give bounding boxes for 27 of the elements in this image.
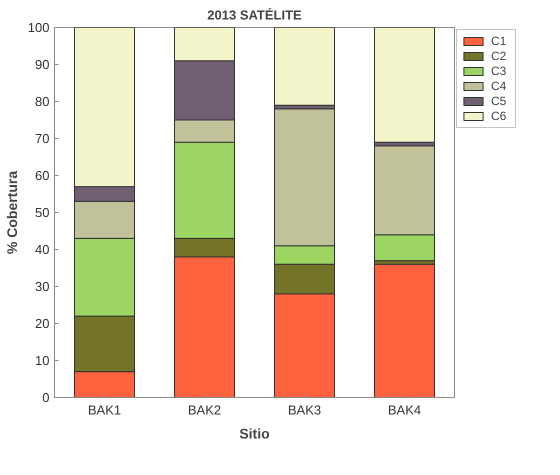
legend-label: C2 xyxy=(491,49,508,63)
bar xyxy=(374,28,435,143)
x-tick-label: BAK4 xyxy=(388,402,422,418)
legend-label: C5 xyxy=(491,94,508,108)
legend-label: C3 xyxy=(491,64,508,78)
x-tick-label: BAK2 xyxy=(188,402,222,418)
x-tick-label: BAK1 xyxy=(88,402,122,418)
bar xyxy=(374,264,435,398)
x-axis-title: Sitio xyxy=(239,426,270,442)
y-axis-title: % Cobertura xyxy=(4,170,20,254)
y-tick-label: 90 xyxy=(35,57,50,72)
y-tick-label: 70 xyxy=(35,131,50,146)
chart-title: 2013 SATÉLITE xyxy=(207,8,302,22)
y-tick-label: 100 xyxy=(28,20,50,35)
bar xyxy=(274,28,335,106)
y-tick-label: 20 xyxy=(35,316,50,331)
y-tick-label: 30 xyxy=(35,279,50,294)
y-tick-label: 80 xyxy=(35,94,50,109)
legend-label: C4 xyxy=(491,79,508,93)
y-tick-label: 60 xyxy=(35,168,50,183)
legend-label: C6 xyxy=(491,109,508,123)
legend-label: C1 xyxy=(491,34,508,48)
y-tick-label: 0 xyxy=(42,390,50,405)
y-tick-label: 50 xyxy=(35,205,50,220)
y-tick-label: 40 xyxy=(35,242,50,257)
x-tick-label: BAK3 xyxy=(288,402,322,418)
y-tick-label: 10 xyxy=(35,353,50,368)
